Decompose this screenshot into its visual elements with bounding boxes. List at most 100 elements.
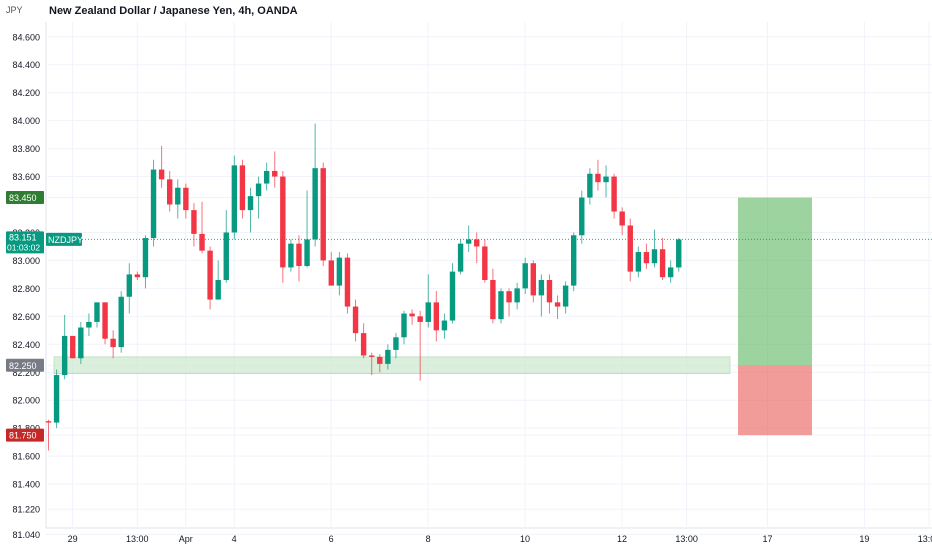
x-tick-label: Apr [179,534,193,544]
candle [78,321,84,364]
candle-body [336,257,343,286]
candle-body [288,243,294,268]
candle [474,232,480,264]
candle-body [45,421,52,423]
candle-body [417,316,423,322]
stop-price-tag-text: 81.750 [9,431,37,441]
candle-body [393,337,399,350]
candle [538,274,545,317]
candle [320,162,326,267]
candle [603,165,609,198]
y-tick-label: 81.220 [12,505,40,515]
candle [134,271,141,280]
candle-body [465,239,472,244]
time-axis[interactable]: 29 13:00 Apr 4 6 8 10 12 13:00 17 19 13:00 [68,534,932,544]
candle-body [280,176,286,268]
y-tick-label: 82.400 [12,340,40,350]
candle [522,257,528,294]
candle-body [312,168,318,240]
target-price-tag [6,191,44,205]
candle-body [385,349,391,364]
x-tick-label: 8 [426,534,431,544]
candle-body [571,235,577,286]
candle [199,201,205,254]
candle-body [102,302,108,339]
countdown-text: 01:03:02 [7,242,40,252]
stop-price-tag [6,428,44,442]
x-tick-label: 6 [329,534,334,544]
candle [191,203,197,247]
candle [175,179,181,219]
candle-body [158,169,165,180]
candle [272,151,278,188]
candle [263,162,270,191]
candle [676,238,682,272]
candle [118,291,124,353]
chart-title: New Zealand Dollar / Japanese Yen, 4h, O… [49,5,298,17]
target-price-tag-text: 83.450 [9,193,37,203]
x-tick-label: 4 [232,534,237,544]
current-price-tag [6,231,44,254]
y-tick-label: 83.600 [12,172,40,182]
candle [158,145,165,188]
y-tick-label: 82.800 [12,284,40,294]
y-tick-label: 82.000 [12,396,40,406]
candle-body [643,252,650,264]
candle-body [70,335,76,359]
candle-body [579,197,585,236]
candle-body [619,211,625,226]
y-tick-label: 81.600 [12,452,40,462]
candle-body [207,250,213,300]
candle-body [498,291,504,320]
candle-body [474,239,480,247]
candle-body [506,291,512,303]
candle [336,252,343,296]
candle [207,246,213,310]
candle [465,225,472,253]
candle-body [401,313,407,338]
candle-body [676,239,682,268]
candle-body [167,179,173,205]
candle-body [86,321,92,328]
candle [401,310,407,345]
candle [562,281,569,314]
candle-body [263,170,270,184]
y-tick-label: 83.800 [12,144,40,154]
y-tick-label: 81.040 [12,530,40,540]
candle-body [425,302,431,322]
candle-body [78,327,84,359]
candle [643,243,650,269]
x-tick-label: 29 [68,534,78,544]
candle [514,282,520,310]
candle-body [296,243,302,267]
candle-body [377,356,383,364]
candle-body [344,257,351,307]
candle-body [328,260,334,286]
candle-body [360,333,367,356]
candle-body [659,249,666,278]
candle [409,309,415,325]
x-tick-label: 13:00 [918,534,932,544]
candle-body [231,165,238,233]
candle [239,159,246,219]
candle [223,210,229,283]
candles [45,123,682,451]
candle-body [457,243,464,272]
candle [45,419,52,451]
price-axis[interactable]: 84.600 84.400 84.200 84.000 83.800 83.600 83.4… [6,32,83,540]
candle [498,288,504,324]
candle-body [61,335,68,376]
candle [651,229,658,268]
candle [360,323,367,359]
candle [288,239,294,272]
candle [215,260,221,300]
candle-body [94,302,100,322]
candle-body [530,263,536,296]
candle [377,354,383,373]
candle-body [635,252,642,272]
candle-body [142,238,149,278]
candle-body [223,232,229,280]
candle-body [449,271,456,321]
candle [142,235,149,289]
